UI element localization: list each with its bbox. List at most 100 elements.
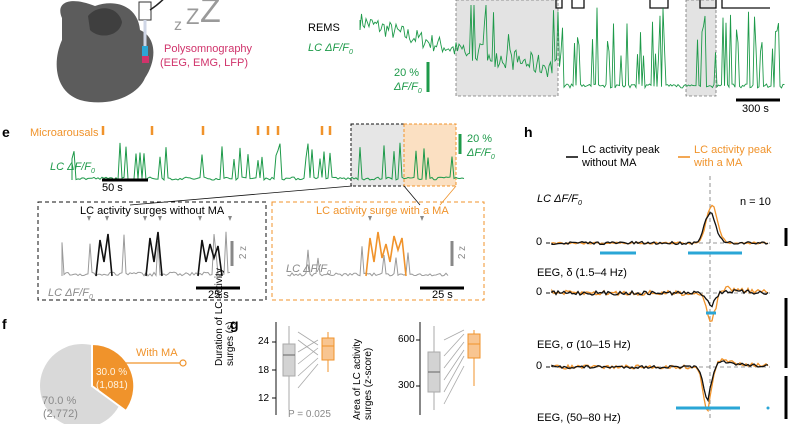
panel-e-orange-box <box>403 123 457 187</box>
right-time-scale: 25 s <box>432 289 453 301</box>
top-scale-unit: ΔF/F0 <box>394 81 422 95</box>
paired-line <box>297 363 319 389</box>
paired-line <box>443 341 465 369</box>
top-scale-unit-sub: 0 <box>417 88 422 96</box>
panel-e-scale-unit-text: ΔF/F <box>467 147 491 159</box>
paired-line <box>443 349 465 381</box>
microarousals-label: Microarousals <box>30 127 99 139</box>
paired-line <box>297 331 319 346</box>
box-right-trace-label-sub: 0 <box>327 270 331 278</box>
panel-e-lc-trace <box>71 142 465 182</box>
panel-e-letter: e <box>2 124 10 140</box>
h-lc-label-text: LC ΔF/F <box>537 193 578 205</box>
h-delta-trace-orange <box>551 285 769 323</box>
h-bottom-cut-label: EEG, (50–80 Hz) <box>537 412 621 424</box>
legend-orange-label: LC activity peak with a MA <box>694 144 772 169</box>
h-zero-tick: 0 <box>536 286 543 298</box>
left-time-scale: 25 s <box>208 289 229 301</box>
paired-line <box>443 365 465 405</box>
peak-marker <box>228 216 232 221</box>
box-left-trace-label-sub: 0 <box>89 294 93 302</box>
panel-e-time-scale: 50 s <box>102 182 123 194</box>
g-box-2-orange <box>467 333 481 359</box>
h-lc-label: LC ΔF/F0 <box>537 193 582 207</box>
fiber-tip <box>142 46 148 56</box>
box-left-title: LC activity surges without MA <box>80 205 225 217</box>
h-delta-trace-black <box>551 289 769 308</box>
polysomnography-title: Polysomnography <box>164 43 253 55</box>
right-z-label: 2 z <box>457 245 469 260</box>
mouse-ear-shape <box>88 8 122 36</box>
zoom-line-mid <box>403 185 421 206</box>
panel-e-lc-label: LC ΔF/F0 <box>50 161 95 175</box>
box-left-trace-label-text: LC ΔF/F <box>48 287 89 299</box>
sleep-z-large: Z <box>200 0 221 30</box>
left-zoom-trace-grey <box>61 231 231 277</box>
g-box-2-grey <box>427 351 441 393</box>
panel-e-scale-pct: 20 % <box>467 133 493 145</box>
slice-ma-count: (1,081) <box>96 380 128 391</box>
slice-no-pct: 70.0 % <box>42 395 77 407</box>
top-scale-unit-text: ΔF/F <box>394 81 418 93</box>
g-ylabel-2: Area of LC activity surges (z-score) <box>352 338 374 420</box>
eeg-delta-label: EEG, δ (1.5–4 Hz) <box>537 267 627 279</box>
n-label: n = 10 <box>740 196 771 208</box>
left-z-label: 2 z <box>238 245 250 260</box>
panel-g-letter: g <box>230 316 239 332</box>
fiber-implant <box>138 1 152 21</box>
paired-line <box>297 347 319 365</box>
g-ytick: 24 <box>258 336 270 347</box>
slice-no-count: (2,772) <box>43 408 78 420</box>
paired-line <box>297 339 319 356</box>
g-paired-lines-1 <box>297 331 319 389</box>
h-significance-dot <box>766 406 770 410</box>
top-shaded-region-2 <box>685 0 717 97</box>
mouse-head-shape <box>56 1 154 103</box>
h-lc-trace-black <box>551 211 769 246</box>
g-ylabel-1: Duration of LC activity surges (s) <box>214 268 236 366</box>
left-zoom-trace-black <box>95 231 223 277</box>
g-ytick: 600 <box>398 334 415 345</box>
top-lc-label-sub: 0 <box>349 49 353 57</box>
sleep-z-small: z <box>174 17 182 34</box>
paired-line <box>297 357 319 377</box>
g-ytick: 300 <box>398 380 415 391</box>
box-right-title: LC activity surge with a MA <box>316 205 449 217</box>
microarousal-markers <box>101 126 430 135</box>
paired-line <box>443 333 465 357</box>
tether-line <box>149 0 164 11</box>
h-sigma-trace-orange <box>551 357 769 413</box>
top-shaded-region-1 <box>455 0 559 97</box>
h-zero-tick: 0 <box>536 236 543 248</box>
lc-top-trace <box>359 4 785 90</box>
sleep-z-medium: Z <box>186 4 199 29</box>
rems-hypnogram <box>555 0 770 9</box>
top-lc-label-text: LC ΔF/F <box>308 42 349 54</box>
zoom-line-left <box>129 185 353 206</box>
right-zoom-trace-orange <box>365 231 407 277</box>
slice-ma-pct: 30.0 % <box>96 367 128 378</box>
paired-line <box>443 355 465 393</box>
h-sigma-trace-black <box>551 360 769 403</box>
electrode-marker <box>142 56 149 63</box>
g-pvalue: P = 0.025 <box>288 409 331 420</box>
box-right-trace-label: LC ΔF/F0 <box>286 263 331 277</box>
with-ma-pointer-dot <box>179 359 187 367</box>
top-scale-pct: 20 % <box>394 67 420 79</box>
panel-e-scale-unit: ΔF/F0 <box>467 147 495 161</box>
g-paired-lines-2 <box>443 329 465 405</box>
paired-line <box>443 329 465 341</box>
g-box-1-orange <box>321 337 335 361</box>
top-time-scale: 300 s <box>742 103 769 115</box>
panel-h-letter: h <box>524 124 533 140</box>
panel-e-lc-label-text: LC ΔF/F <box>50 161 91 173</box>
polysomnography-subtitle: (EEG, EMG, LFP) <box>160 57 249 69</box>
h-zero-tick: 0 <box>536 360 543 372</box>
h-lc-label-sub: 0 <box>578 200 582 208</box>
h-lc-trace-orange <box>551 204 769 245</box>
top-lc-label: LC ΔF/F0 <box>308 42 353 56</box>
legend-black-label: LC activity peak without MA <box>582 144 660 169</box>
panel-e-scale-unit-sub: 0 <box>490 154 495 162</box>
zoom-line-right <box>439 185 457 206</box>
g-ytick: 12 <box>258 393 270 404</box>
